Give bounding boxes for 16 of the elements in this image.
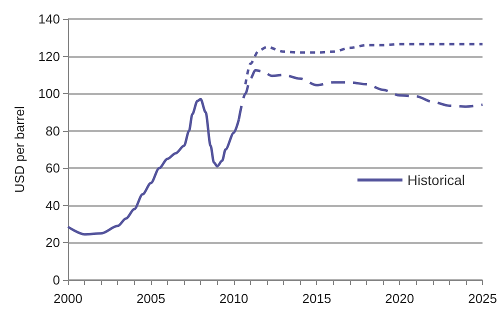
y-tick-label: 140: [38, 12, 60, 26]
y-tick-label: 20: [46, 235, 60, 250]
y-tick-label: 120: [38, 48, 60, 64]
y-tick-label: 80: [46, 123, 60, 138]
y-tick-label: 40: [46, 198, 60, 213]
x-tick-label: 2000: [54, 291, 82, 306]
x-tick-label: 2015: [302, 291, 332, 306]
x-tick-label: 2010: [219, 291, 248, 306]
legend-label: Historical: [407, 172, 466, 188]
x-tick-label: 2020: [385, 291, 414, 306]
y-tick-label: 60: [46, 160, 60, 176]
y-tick-label: 0: [52, 272, 60, 288]
x-tick-label: 2025: [468, 291, 497, 306]
x-tick-label: 2005: [136, 291, 166, 306]
y-tick-label: 100: [38, 86, 60, 102]
y-axis-title: USD per barrel: [12, 106, 27, 193]
